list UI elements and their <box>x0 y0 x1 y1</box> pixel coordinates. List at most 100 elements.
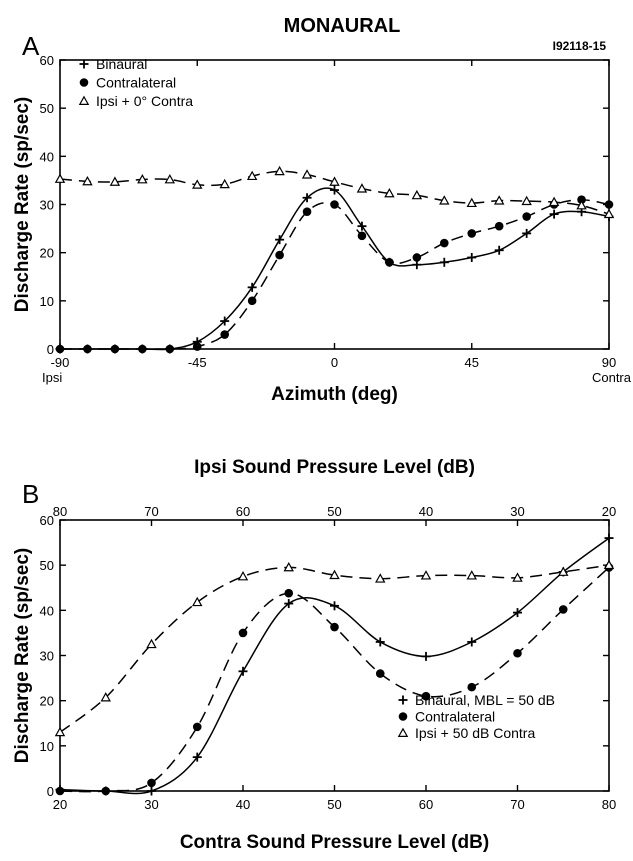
y-tick-label: 0 <box>47 342 54 357</box>
x-end-label-left: Ipsi <box>42 370 62 385</box>
data-point-plus <box>247 282 257 292</box>
data-point-plus <box>421 651 431 661</box>
x-tick-label: 0 <box>331 355 338 370</box>
data-point-plus <box>275 235 285 245</box>
y-tick-label: 40 <box>40 149 54 164</box>
data-point-filled-circle <box>110 344 120 354</box>
x-tick-label: -90 <box>51 355 70 370</box>
data-point-open-triangle <box>283 561 294 572</box>
plot-frame <box>59 519 610 792</box>
x-tick-label: 30 <box>144 797 158 812</box>
data-point-plus <box>192 752 202 762</box>
data-point-filled-circle <box>302 207 312 217</box>
series-line-1 <box>60 198 610 350</box>
data-point-plus <box>302 193 312 203</box>
x2-tick-label: 80 <box>53 504 67 519</box>
legend-label: Ipsi + 50 dB Contra <box>415 725 535 741</box>
series-line-1 <box>59 566 610 793</box>
data-point-open-triangle <box>100 692 111 702</box>
data-point-plus <box>439 257 449 267</box>
data-point-open-triangle <box>384 187 395 198</box>
legend-marker-open-triangle <box>397 727 409 737</box>
x-end-label-right: Contra <box>592 370 632 385</box>
data-point-open-triangle <box>54 173 66 183</box>
data-point-open-triangle <box>603 559 615 570</box>
y-tick-label: 20 <box>40 246 54 261</box>
data-point-filled-circle <box>357 231 367 241</box>
x-tick-label: 50 <box>327 797 341 812</box>
data-point-open-triangle <box>274 165 285 176</box>
data-point-filled-circle <box>558 605 568 614</box>
x-tick-label: 20 <box>53 797 67 812</box>
data-point-filled-circle <box>284 588 294 598</box>
data-point-filled-circle <box>165 344 175 354</box>
legend-marker-plus <box>79 59 89 69</box>
panel-label: A <box>22 31 40 61</box>
panel-label: B <box>22 479 39 509</box>
data-point-open-triangle <box>237 571 249 581</box>
id-tag: I92118-15 <box>553 39 607 53</box>
legend-marker-open-triangle <box>78 95 90 105</box>
data-point-filled-circle <box>247 296 257 306</box>
data-point-open-triangle <box>146 638 157 649</box>
data-point-plus <box>147 786 156 796</box>
data-point-filled-circle <box>55 344 65 354</box>
data-point-open-triangle <box>493 195 505 205</box>
data-point-filled-circle <box>522 212 531 221</box>
data-point-open-triangle <box>192 179 203 189</box>
data-point-filled-circle <box>330 622 339 632</box>
x2-axis-label: Ipsi Sound Pressure Level (dB) <box>194 457 475 478</box>
data-point-filled-circle <box>83 344 92 354</box>
data-point-open-triangle <box>603 208 615 219</box>
data-point-open-triangle <box>576 200 587 210</box>
data-point-plus <box>330 185 339 195</box>
data-point-open-triangle <box>329 569 340 580</box>
data-point-filled-circle <box>220 330 229 339</box>
data-point-plus <box>284 599 294 609</box>
y-tick-label: 40 <box>40 603 54 618</box>
legend-label: Contralateral <box>96 75 176 91</box>
data-point-filled-circle <box>238 628 248 638</box>
data-point-filled-circle <box>513 648 522 658</box>
y-tick-label: 30 <box>40 198 54 213</box>
y-tick-label: 60 <box>40 513 54 528</box>
series-line-2 <box>59 170 610 215</box>
data-point-open-triangle <box>439 195 450 205</box>
data-point-filled-circle <box>138 344 147 354</box>
data-point-filled-circle <box>494 221 504 231</box>
data-point-plus <box>467 637 477 647</box>
data-point-plus <box>467 252 477 262</box>
data-point-open-triangle <box>82 175 93 186</box>
data-point-plus <box>375 637 385 647</box>
data-point-filled-circle <box>412 253 422 262</box>
x-tick-label: 90 <box>602 355 616 370</box>
legend-marker-filled-circle <box>79 78 89 87</box>
data-point-filled-circle <box>192 342 202 351</box>
data-point-plus <box>330 601 339 611</box>
data-point-filled-circle <box>577 195 586 204</box>
data-point-plus <box>357 221 367 231</box>
data-point-open-triangle <box>558 566 569 576</box>
data-point-open-triangle <box>329 176 340 186</box>
data-point-filled-circle <box>330 200 339 209</box>
y-tick-label: 10 <box>40 294 54 309</box>
data-point-filled-circle <box>147 778 156 788</box>
data-point-plus <box>220 316 230 326</box>
data-point-open-triangle <box>301 169 313 179</box>
legend-label: Binaural, MBL = 50 dB <box>415 692 555 708</box>
x2-tick-label: 30 <box>510 504 524 519</box>
data-point-open-triangle <box>512 572 523 582</box>
data-point-filled-circle <box>275 250 284 260</box>
panel-a: A I92118-15 0 10 20 30 40 50 60 -90 -45 0 45 90 Ipsi Co… <box>12 31 632 405</box>
x-tick-label: -45 <box>188 355 207 370</box>
x-tick-label: 70 <box>510 797 524 812</box>
data-point-open-triangle <box>548 196 560 207</box>
data-point-filled-circle <box>385 258 394 267</box>
data-point-plus <box>513 608 522 618</box>
data-point-filled-circle <box>604 200 614 209</box>
y-tick-label: 60 <box>40 53 54 68</box>
legend-marker-filled-circle <box>398 712 408 721</box>
data-point-open-triangle <box>420 570 432 580</box>
x-tick-label: 80 <box>602 797 616 812</box>
